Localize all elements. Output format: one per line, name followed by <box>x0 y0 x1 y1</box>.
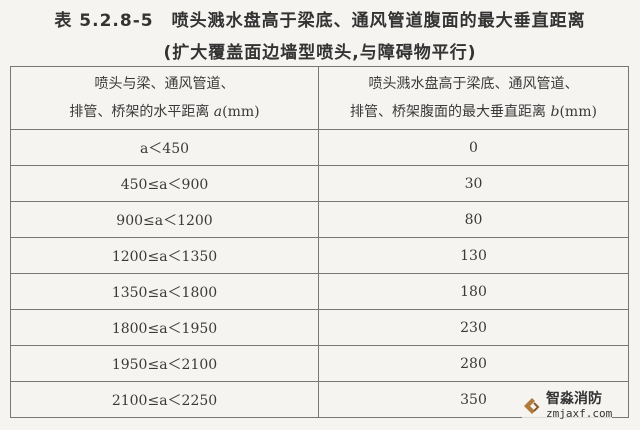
logo-icon <box>524 398 540 414</box>
table-row: 1350≤a＜1800 180 <box>10 273 629 310</box>
table-row: 900≤a＜1200 80 <box>10 201 629 238</box>
header-text: 排管、桥架腹面的最大垂直距离 <box>350 104 551 120</box>
cell-vertical-distance: 180 <box>318 273 629 310</box>
cell-horizontal-distance: 900≤a＜1200 <box>10 201 319 238</box>
header-unit: (mm) <box>559 104 597 120</box>
distance-table: 喷头与梁、通风管道、 排管、桥架的水平距离 a(mm) 喷头溅水盘高于梁底、通风… <box>10 66 629 418</box>
table-row: 1200≤a＜1350 130 <box>10 237 629 274</box>
header-line: 喷头溅水盘高于梁底、通风管道、 <box>368 76 579 92</box>
cell-horizontal-distance: 1350≤a＜1800 <box>10 273 319 310</box>
watermark-url: zmjaxf.com <box>546 407 613 420</box>
cell-vertical-distance: 280 <box>318 345 629 382</box>
cell-vertical-distance: 0 <box>318 129 629 166</box>
cell-horizontal-distance: a＜450 <box>10 129 319 166</box>
cell-vertical-distance: 130 <box>318 237 629 274</box>
cell-horizontal-distance: 2100≤a＜2250 <box>10 381 319 418</box>
header-unit: (mm) <box>222 104 260 120</box>
header-line: 排管、桥架腹面的最大垂直距离 b(mm) <box>319 98 628 126</box>
table-row: 1950≤a＜2100 280 <box>10 345 629 382</box>
table-subtitle: (扩大覆盖面边墙型喷头,与障碍物平行) <box>163 43 477 63</box>
header-row: 喷头与梁、通风管道、 排管、桥架的水平距离 a(mm) 喷头溅水盘高于梁底、通风… <box>10 66 629 130</box>
table-row: 1800≤a＜1950 230 <box>10 309 629 346</box>
cell-horizontal-distance: 1200≤a＜1350 <box>10 237 319 274</box>
cell-vertical-distance: 230 <box>318 309 629 346</box>
watermark-name: 智淼消防 <box>546 391 602 407</box>
header-var: a <box>213 104 223 120</box>
cell-vertical-distance: 80 <box>318 201 629 238</box>
table-row: 450≤a＜900 30 <box>10 165 629 202</box>
header-line: 排管、桥架的水平距离 a(mm) <box>11 98 318 126</box>
cell-horizontal-distance: 1800≤a＜1950 <box>10 309 319 346</box>
cell-horizontal-distance: 1950≤a＜2100 <box>10 345 319 382</box>
table-row: a＜450 0 <box>10 129 629 166</box>
header-var: b <box>550 104 560 120</box>
watermark: 智淼消防 zmjaxf.com <box>522 391 613 420</box>
header-horizontal-distance: 喷头与梁、通风管道、 排管、桥架的水平距离 a(mm) <box>10 66 319 130</box>
header-line: 喷头与梁、通风管道、 <box>94 76 235 92</box>
header-vertical-distance: 喷头溅水盘高于梁底、通风管道、 排管、桥架腹面的最大垂直距离 b(mm) <box>318 66 629 130</box>
table-title: 表 5.2.8-5 喷头溅水盘高于梁底、通风管道腹面的最大垂直距离 <box>54 11 586 31</box>
cell-vertical-distance: 30 <box>318 165 629 202</box>
header-text: 排管、桥架的水平距离 <box>69 104 214 120</box>
cell-horizontal-distance: 450≤a＜900 <box>10 165 319 202</box>
